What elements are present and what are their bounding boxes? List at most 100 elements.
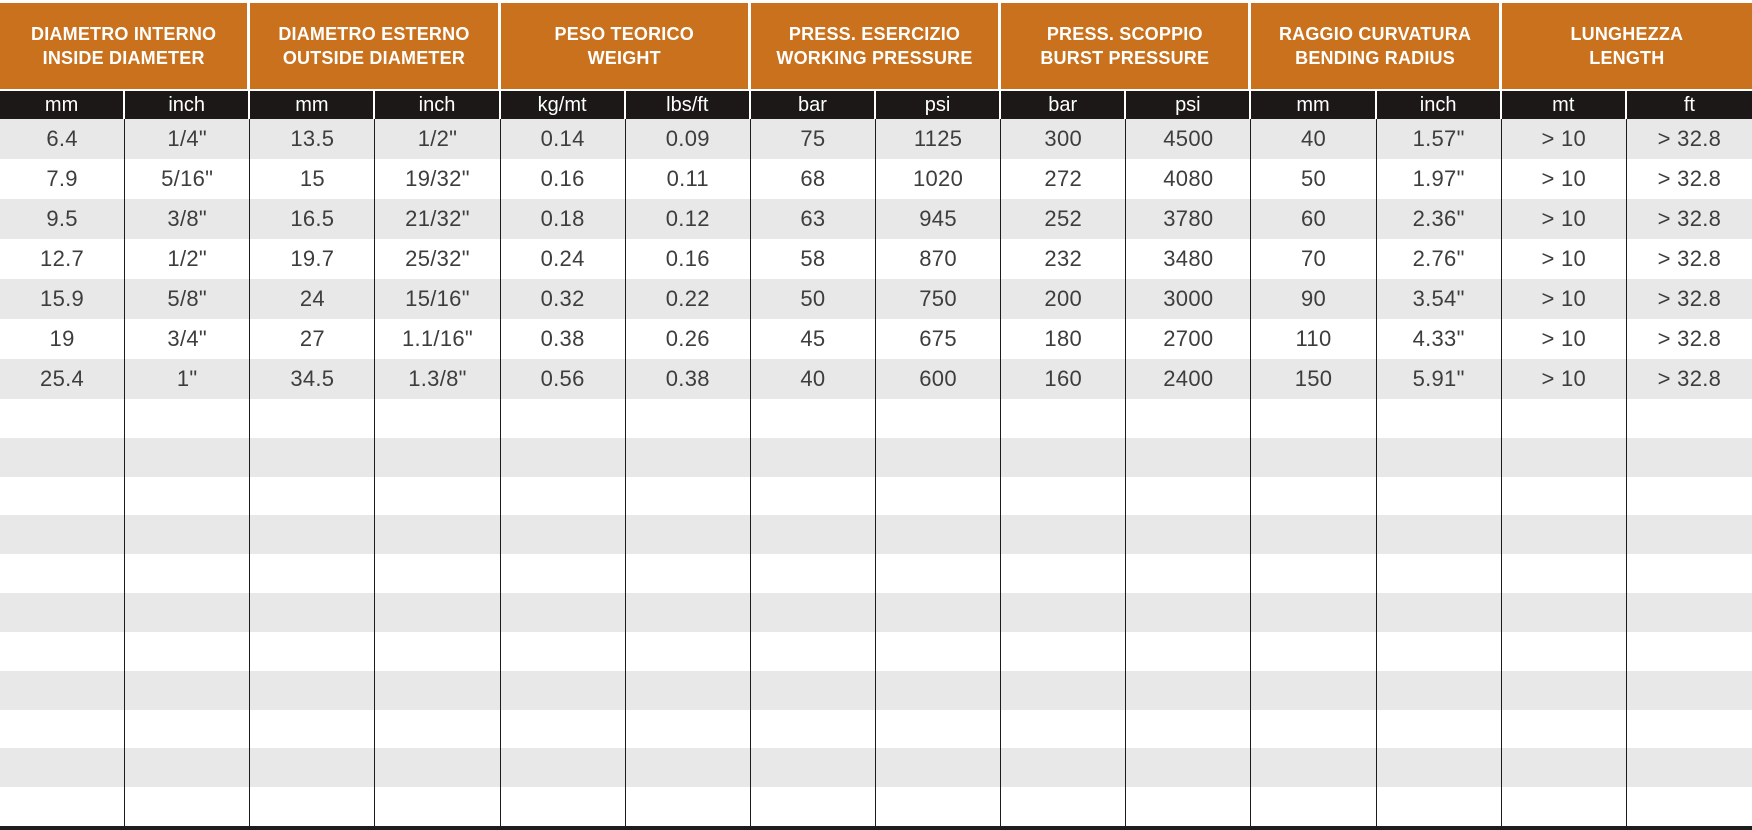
data-cell: 50	[751, 279, 876, 319]
empty-cell	[751, 399, 876, 438]
data-cell: 25/32"	[375, 239, 501, 279]
empty-cell	[375, 670, 501, 710]
empty-cell	[1502, 515, 1627, 555]
unit-cell-mm: mm	[0, 91, 126, 119]
data-cell: 0.38	[626, 359, 751, 399]
empty-cell	[876, 709, 1002, 749]
empty-cell	[1126, 515, 1252, 555]
empty-cell	[1251, 593, 1377, 632]
data-cell: 0.56	[501, 359, 626, 399]
data-cell: 0.32	[501, 279, 626, 319]
empty-cell	[1251, 709, 1377, 749]
header-title-english: WEIGHT	[587, 48, 661, 68]
empty-cell	[375, 437, 501, 477]
header-title-italian: PRESS. SCOPPIO	[1046, 23, 1203, 44]
data-cell: > 10	[1502, 159, 1627, 199]
data-cell: > 10	[1502, 119, 1627, 159]
empty-cell	[1126, 787, 1252, 826]
empty-cell	[1126, 476, 1252, 516]
empty-cell	[375, 515, 501, 555]
empty-cell	[125, 515, 251, 555]
empty-row	[0, 748, 1752, 788]
empty-cell	[250, 670, 376, 710]
data-cell: 15	[250, 159, 376, 199]
empty-cell	[375, 787, 501, 826]
data-cell: 1/2"	[125, 239, 251, 279]
empty-cell	[876, 787, 1002, 826]
data-cell: 1020	[876, 159, 1002, 199]
data-cell: 4500	[1126, 119, 1252, 159]
empty-cell	[375, 476, 501, 516]
data-cell: 3480	[1126, 239, 1252, 279]
empty-row	[0, 554, 1752, 594]
empty-cell	[1001, 670, 1127, 710]
data-cell: > 10	[1502, 239, 1627, 279]
empty-cell	[250, 515, 376, 555]
empty-cell	[876, 399, 1002, 438]
empty-cell	[501, 787, 626, 826]
unit-cell-mm: mm	[250, 91, 376, 119]
data-cell: 0.18	[501, 199, 626, 239]
unit-cell-bar: bar	[1001, 91, 1127, 119]
empty-cell	[1251, 631, 1377, 671]
empty-row	[0, 670, 1752, 710]
data-cell: 2.36"	[1377, 199, 1502, 239]
data-cell: 19	[0, 319, 126, 359]
data-cell: 1.3/8"	[375, 359, 501, 399]
empty-cell	[1502, 709, 1627, 749]
data-cell: 34.5	[250, 359, 376, 399]
empty-cell	[751, 670, 876, 710]
data-cell: 5/8"	[125, 279, 251, 319]
empty-cell	[0, 670, 126, 710]
empty-cell	[1251, 787, 1377, 826]
data-cell: 750	[876, 279, 1002, 319]
unit-cell-kg-mt: kg/mt	[500, 91, 626, 119]
data-cell: 110	[1251, 319, 1377, 359]
empty-cell	[876, 748, 1002, 788]
empty-cell	[1377, 554, 1502, 594]
header-group-weight: PESO TEORICO WEIGHT	[500, 3, 751, 89]
empty-cell	[1001, 748, 1127, 788]
data-cell: 600	[876, 359, 1002, 399]
empty-row	[0, 437, 1752, 477]
data-cell: > 32.8	[1657, 206, 1722, 231]
header-title-italian: PRESS. ESERCIZIO	[788, 23, 961, 44]
empty-cell	[1001, 399, 1127, 438]
empty-cell	[1126, 399, 1252, 438]
data-cell: 232	[1001, 239, 1127, 279]
data-row: 7.9 5/16" 15 19/32" 0.16 0.11 68 1020 272 4080 50 1…	[0, 159, 1752, 199]
data-cell: > 32.8	[1657, 166, 1722, 191]
data-cell: 5.91"	[1377, 359, 1502, 399]
data-cell: 63	[751, 199, 876, 239]
empty-cell	[1126, 709, 1252, 749]
data-cell: 4080	[1126, 159, 1252, 199]
empty-cell	[1502, 399, 1627, 438]
empty-cell	[375, 593, 501, 632]
empty-cell	[125, 787, 251, 826]
data-cell: > 32.8	[1657, 126, 1722, 151]
unit-cell-mt: mt	[1501, 91, 1627, 119]
empty-cell	[1377, 399, 1502, 438]
data-cell: 90	[1251, 279, 1377, 319]
empty-cell	[1627, 438, 1752, 477]
header-group-outside-diameter: DIAMETRO ESTERNO OUTSIDE DIAMETER	[250, 3, 501, 89]
empty-cell	[250, 593, 376, 632]
empty-cell	[0, 515, 126, 555]
empty-cell	[1627, 477, 1752, 516]
empty-cell	[1251, 554, 1377, 594]
data-cell: 50	[1251, 159, 1377, 199]
empty-cell	[1001, 476, 1127, 516]
empty-cell	[1126, 631, 1252, 671]
data-cell: 2.76"	[1377, 239, 1502, 279]
header-title-italian: DIAMETRO INTERNO	[31, 23, 217, 44]
empty-cell	[125, 670, 251, 710]
empty-cell	[1377, 593, 1502, 632]
unit-cell-inch: inch	[1376, 91, 1502, 119]
empty-cell	[876, 631, 1002, 671]
data-cell: 0.11	[626, 159, 751, 199]
empty-cell	[125, 476, 251, 516]
empty-cell	[1502, 476, 1627, 516]
empty-cell	[1001, 554, 1127, 594]
empty-cell	[1001, 631, 1127, 671]
